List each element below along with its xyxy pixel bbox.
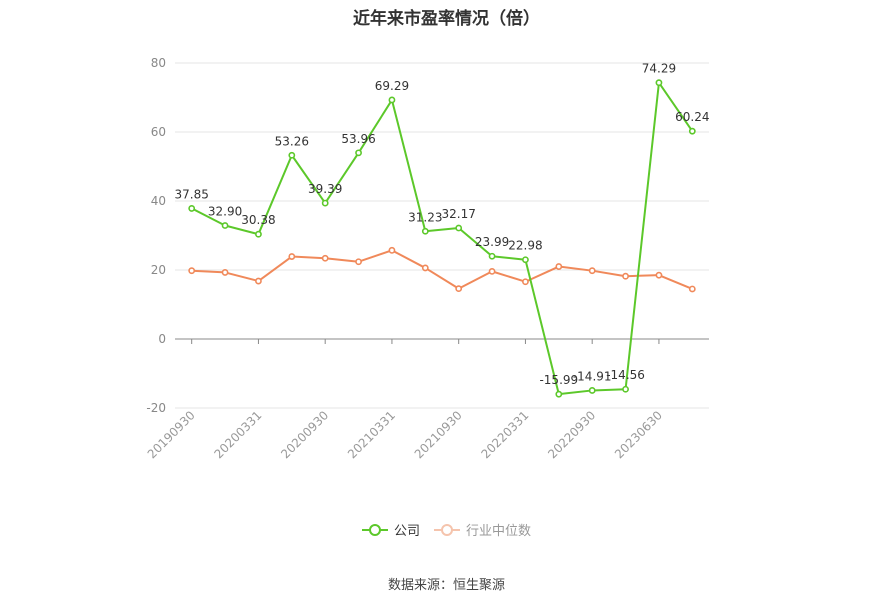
data-source-note: 数据来源：恒生聚源 [387, 578, 505, 593]
data-label-company: 60.24 [675, 110, 709, 124]
chart-title: 近年来市盈率情况（倍） [353, 9, 540, 29]
data-point-industry-median [221, 269, 229, 276]
chart-legend: 公司 行业中位数 [0, 520, 893, 539]
data-label-company: 32.90 [208, 204, 242, 218]
data-label-company: 69.29 [375, 79, 409, 93]
series-line-industry-median [191, 249, 693, 290]
y-tick-label: -20 [146, 401, 166, 415]
y-tick-label: 60 [151, 125, 166, 139]
data-point-industry-median [188, 267, 196, 275]
data-point-company [421, 227, 429, 235]
data-point-company [188, 205, 196, 212]
y-tick-label: 0 [158, 332, 166, 346]
data-label-company: 30.38 [241, 213, 275, 227]
data-point-company [488, 252, 496, 260]
data-label-company: 22.98 [508, 239, 542, 253]
data-label-company: -15.99 [539, 373, 578, 387]
data-label-company: -14.56 [606, 368, 645, 382]
data-point-industry-median [555, 263, 563, 270]
y-tick-label: 40 [151, 194, 166, 208]
x-tick-label: 20210930 [412, 408, 465, 461]
data-point-company [355, 149, 362, 157]
data-point-company [588, 387, 596, 394]
data-point-industry-median [388, 246, 396, 254]
data-point-industry-median [321, 254, 329, 262]
data-point-industry-median [421, 264, 429, 272]
x-tick-label: 20220331 [478, 408, 531, 461]
data-point-company [555, 390, 563, 398]
y-tick-label: 80 [151, 56, 166, 70]
legend-line-marker-icon [361, 523, 388, 537]
data-point-company [255, 230, 262, 238]
series-line-company [191, 81, 694, 396]
data-point-company [522, 256, 529, 264]
data-point-company [321, 199, 329, 207]
legend-item-company[interactable]: 公司 [361, 520, 420, 539]
data-point-industry-median [355, 258, 362, 266]
x-tick-label: 20200331 [211, 408, 264, 461]
data-point-industry-median [688, 285, 696, 293]
x-tick-label: 20210331 [345, 408, 398, 461]
legend-line-marker-icon [434, 523, 460, 537]
legend-label-company: 公司 [393, 524, 420, 539]
x-tick-label: 20230630 [612, 408, 665, 461]
data-point-industry-median [622, 272, 629, 280]
data-point-industry-median [522, 278, 529, 286]
data-point-industry-median [255, 277, 262, 285]
data-point-industry-median [488, 267, 496, 275]
data-label-company: 53.96 [341, 132, 375, 146]
data-label-company: 37.85 [175, 187, 209, 201]
data-label-company: 31.23 [408, 210, 442, 224]
x-tick-label: 20220930 [545, 408, 598, 461]
data-point-company [688, 127, 696, 135]
data-point-industry-median [655, 271, 663, 279]
data-point-company [388, 96, 396, 104]
data-label-company: 32.17 [442, 207, 476, 221]
y-tick-label: 20 [151, 263, 166, 277]
data-label-company: -14.91 [573, 369, 612, 383]
x-tick-label: 20190930 [145, 408, 198, 461]
data-point-industry-median [455, 285, 463, 293]
data-point-company [288, 151, 296, 159]
data-point-industry-median [288, 253, 296, 260]
data-label-company: 39.39 [308, 182, 342, 196]
data-label-company: 53.26 [275, 134, 309, 148]
data-label-company: 74.29 [642, 62, 676, 76]
data-point-industry-median [588, 267, 596, 275]
legend-item-industry-median[interactable]: 行业中位数 [434, 520, 531, 539]
data-point-company [622, 385, 629, 393]
legend-label-industry-median: 行业中位数 [466, 524, 532, 539]
data-point-company [455, 224, 463, 232]
data-label-company: 23.99 [475, 235, 509, 249]
data-point-company [221, 222, 229, 229]
data-point-company [655, 79, 663, 87]
x-tick-label: 20200930 [278, 408, 331, 461]
